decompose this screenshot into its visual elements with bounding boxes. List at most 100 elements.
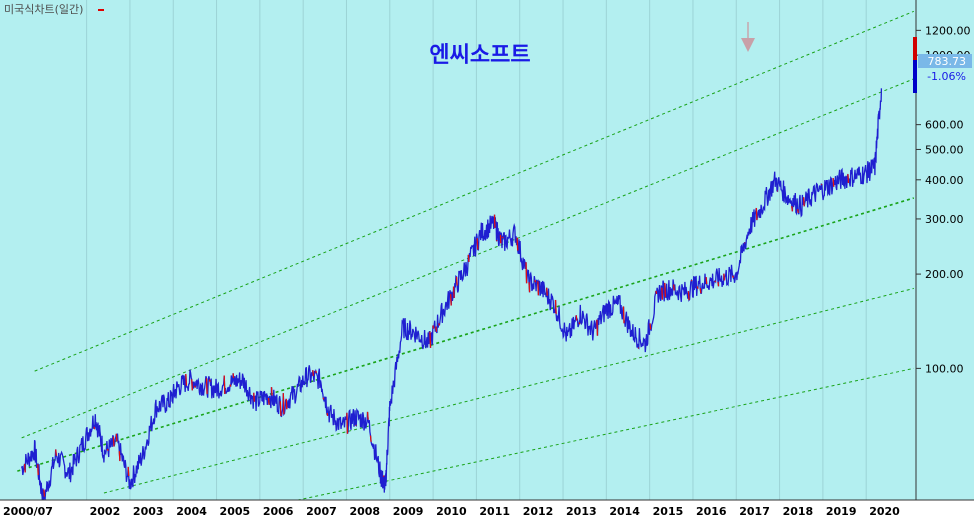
date-tick-label: 2011: [479, 505, 510, 518]
price-tick-label: 100.00: [925, 362, 964, 375]
date-tick-label: 2017: [739, 505, 770, 518]
down-tick: [106, 448, 109, 452]
down-tick: [467, 254, 470, 262]
price-axis-ticks: 1200.001000.00600.00500.00400.00300.0020…: [916, 24, 971, 375]
down-tick: [596, 319, 599, 336]
down-tick: [664, 282, 667, 298]
down-tick: [755, 207, 758, 221]
down-tick: [438, 323, 441, 326]
date-tick-label: 2018: [783, 505, 814, 518]
down-tick: [205, 378, 208, 394]
down-tick: [687, 291, 690, 301]
price-axis-bg: [916, 0, 974, 500]
down-tick: [723, 273, 726, 281]
chart-type-marker: [98, 9, 104, 11]
down-tick: [717, 281, 720, 287]
down-tick: [455, 276, 458, 286]
down-tick: [112, 436, 115, 447]
down-tick: [232, 373, 235, 379]
down-tick: [93, 426, 96, 430]
down-tick: [315, 370, 317, 374]
price-tick-label: 300.00: [925, 213, 964, 226]
axis-red-bar: [913, 37, 917, 60]
down-tick: [127, 466, 130, 477]
down-tick: [578, 322, 581, 325]
down-tick: [699, 288, 702, 294]
plot-area: [0, 0, 916, 500]
down-tick: [797, 209, 799, 214]
down-tick: [267, 397, 270, 405]
down-tick: [43, 489, 46, 497]
down-tick: [55, 449, 57, 456]
down-tick: [369, 435, 372, 442]
date-tick-label: 2016: [696, 505, 727, 518]
date-tick-label: 2012: [523, 505, 554, 518]
down-tick: [452, 286, 455, 298]
last-price-badge: [918, 54, 972, 68]
down-tick: [23, 463, 26, 473]
down-tick: [637, 347, 640, 349]
down-tick: [649, 323, 652, 330]
down-tick: [270, 387, 273, 396]
date-tick-label: 2000/07: [3, 505, 53, 518]
chart-type-label: 미국식차트(일간): [4, 2, 83, 16]
down-tick: [285, 398, 288, 410]
down-tick: [820, 183, 823, 186]
down-tick: [673, 284, 675, 291]
date-tick-label: 2013: [566, 505, 597, 518]
date-tick-label: 2010: [436, 505, 467, 518]
down-tick: [279, 401, 282, 417]
down-tick: [575, 315, 578, 321]
price-down-ticks: [23, 173, 850, 497]
down-tick: [714, 280, 717, 283]
down-tick: [185, 373, 188, 386]
price-tick-label: 400.00: [925, 174, 964, 187]
price-tick-label: 600.00: [925, 119, 964, 132]
down-tick: [696, 286, 699, 289]
down-tick: [528, 282, 531, 293]
down-tick: [229, 384, 232, 387]
down-tick: [732, 275, 734, 278]
date-tick-label: 2002: [90, 505, 121, 518]
down-tick: [802, 197, 805, 207]
trend-channel-line: [34, 10, 915, 372]
date-tick-label: 2019: [826, 505, 857, 518]
down-tick: [366, 411, 369, 420]
down-tick: [516, 237, 519, 251]
price-series-line: [21, 88, 883, 506]
down-tick: [525, 262, 528, 284]
date-tick-label: 2014: [609, 505, 640, 518]
down-tick: [429, 331, 432, 348]
down-tick: [253, 392, 255, 402]
date-tick-label: 2020: [869, 505, 900, 518]
date-tick-label: 2008: [349, 505, 380, 518]
down-tick: [705, 277, 708, 285]
down-tick: [115, 433, 118, 442]
date-tick-label: 2015: [653, 505, 684, 518]
down-tick: [832, 177, 835, 187]
date-tick-label: 2004: [176, 505, 207, 518]
date-axis-bg: [0, 500, 974, 521]
down-tick: [501, 236, 504, 239]
down-tick: [690, 279, 693, 282]
down-tick: [537, 281, 540, 296]
down-tick: [191, 379, 193, 391]
price-tick-label: 1200.00: [925, 24, 971, 37]
down-tick: [118, 451, 121, 462]
date-tick-label: 2005: [220, 505, 251, 518]
trend-channel-line: [103, 287, 914, 494]
trend-channel-line: [17, 197, 915, 472]
down-tick: [622, 306, 625, 324]
last-price-label: 783.73: [928, 55, 967, 68]
down-tick: [194, 385, 196, 388]
down-tick: [534, 279, 537, 283]
price-change-label: -1.06%: [927, 70, 966, 83]
vertical-gridlines: [86, 0, 867, 500]
down-tick: [449, 294, 452, 306]
down-tick: [554, 299, 557, 314]
down-tick: [546, 287, 548, 296]
latest-price-arrow: [741, 22, 755, 52]
date-tick-label: 2003: [133, 505, 164, 518]
down-tick: [661, 287, 664, 300]
